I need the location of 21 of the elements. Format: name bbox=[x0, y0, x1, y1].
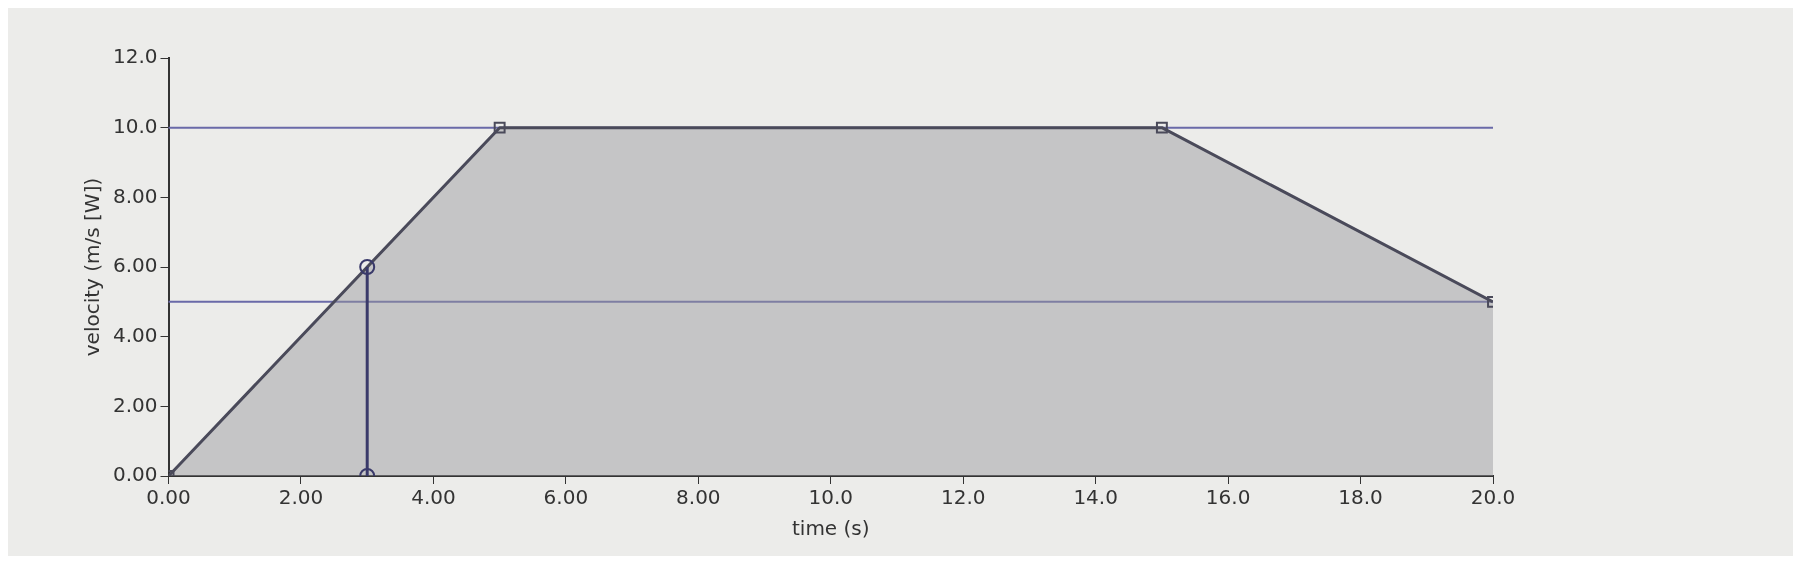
y-tick-label: 2.00 bbox=[113, 392, 158, 417]
x-tick-label: 18.0 bbox=[1338, 485, 1383, 510]
x-tick-label: 2.00 bbox=[278, 485, 324, 510]
x-tick-label: 16.0 bbox=[1205, 485, 1251, 510]
y-tick-label: 10.0 bbox=[113, 113, 158, 138]
y-axis-title: velocity (m/s [W]) bbox=[80, 177, 105, 357]
x-tick-label: 12.0 bbox=[940, 485, 986, 510]
x-tick-label: 8.00 bbox=[676, 485, 721, 510]
x-tick-label: 6.00 bbox=[543, 485, 589, 510]
y-tick-label: 6.00 bbox=[113, 253, 158, 278]
x-tick-label: 10.0 bbox=[808, 485, 854, 510]
y-tick-label: 4.00 bbox=[113, 322, 158, 347]
y-tick-label: 0.00 bbox=[113, 462, 158, 487]
x-axis-title: time (s) bbox=[791, 516, 870, 541]
x-tick-label: 20.0 bbox=[1470, 485, 1516, 510]
y-tick-label: 12.0 bbox=[113, 44, 158, 69]
point bbox=[359, 259, 376, 275]
x-tick-label: 4.00 bbox=[411, 485, 456, 510]
y-tick-label: 8.00 bbox=[113, 183, 158, 208]
x-tick-label: 0.00 bbox=[146, 485, 191, 510]
x-tick-label: 14.0 bbox=[1073, 485, 1118, 510]
